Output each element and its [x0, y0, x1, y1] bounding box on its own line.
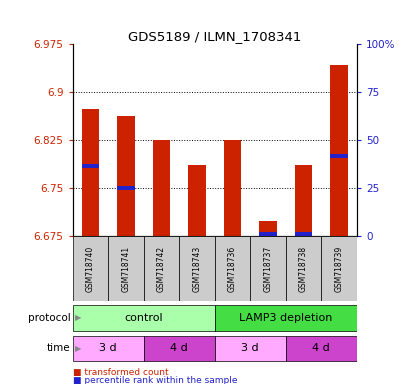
Bar [117, 186, 135, 190]
Bar [295, 165, 312, 236]
Bar [153, 238, 170, 242]
Text: GSM718737: GSM718737 [264, 246, 273, 292]
Text: LAMP3 depletion: LAMP3 depletion [239, 313, 332, 323]
Bar [188, 165, 206, 236]
Bar [108, 236, 144, 301]
Bar [330, 65, 348, 236]
Text: ▶: ▶ [75, 344, 81, 353]
Bar [215, 305, 357, 331]
Bar [286, 336, 357, 361]
Text: GSM718743: GSM718743 [193, 246, 202, 292]
Bar [144, 236, 179, 301]
Bar [321, 236, 357, 301]
Bar [179, 236, 215, 301]
Text: protocol: protocol [28, 313, 71, 323]
Title: GDS5189 / ILMN_1708341: GDS5189 / ILMN_1708341 [128, 30, 301, 43]
Bar [330, 154, 348, 158]
Bar [295, 232, 312, 236]
Bar [259, 232, 277, 236]
Text: 4 d: 4 d [312, 343, 330, 354]
Bar [153, 140, 170, 236]
Text: 3 d: 3 d [99, 343, 117, 354]
Bar [73, 305, 215, 331]
Text: GSM718738: GSM718738 [299, 246, 308, 292]
Text: control: control [124, 313, 163, 323]
Bar [215, 236, 250, 301]
Bar [73, 336, 144, 361]
Text: ■ transformed count: ■ transformed count [73, 368, 168, 377]
Text: GSM718739: GSM718739 [334, 246, 344, 292]
Bar [286, 236, 321, 301]
Bar [250, 236, 286, 301]
Text: GSM718741: GSM718741 [122, 246, 130, 292]
Bar [73, 236, 108, 301]
Bar [224, 140, 242, 236]
Text: GSM718740: GSM718740 [86, 246, 95, 292]
Bar [259, 222, 277, 236]
Bar [81, 164, 99, 168]
Bar [215, 336, 286, 361]
Text: 4 d: 4 d [170, 343, 188, 354]
Text: time: time [47, 343, 71, 354]
Bar [81, 109, 99, 236]
Text: ▶: ▶ [75, 313, 81, 322]
Bar [224, 243, 242, 247]
Bar [144, 336, 215, 361]
Text: ■ percentile rank within the sample: ■ percentile rank within the sample [73, 376, 237, 384]
Text: GSM718742: GSM718742 [157, 246, 166, 292]
Text: 3 d: 3 d [242, 343, 259, 354]
Bar [117, 116, 135, 236]
Bar [188, 242, 206, 246]
Text: GSM718736: GSM718736 [228, 246, 237, 292]
